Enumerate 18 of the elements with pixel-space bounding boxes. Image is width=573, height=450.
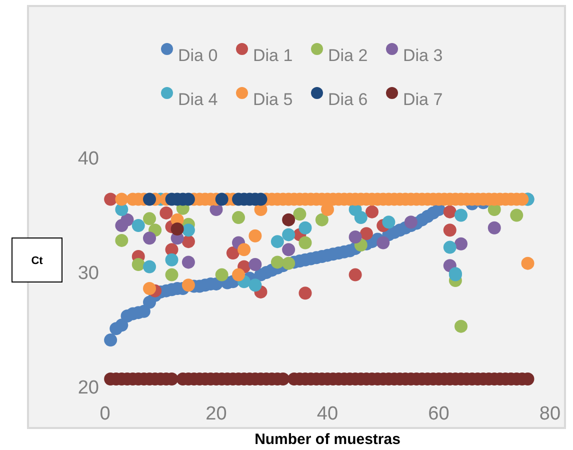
x-tick-label: 60 [428, 404, 450, 425]
y-tick-label: 40 [78, 148, 99, 170]
x-tick-label: 0 [100, 404, 110, 425]
y-tick-label: 30 [78, 263, 99, 284]
x-axis-title: Number of muestras [254, 431, 400, 448]
x-tick-label: 20 [206, 404, 227, 425]
legend-label: Dia 3 [403, 46, 443, 65]
x-tick-label: 40 [316, 404, 338, 425]
legend-label: Dia 4 [178, 90, 218, 109]
legend-label: Dia 1 [253, 46, 293, 65]
legend-label: Dia 5 [253, 90, 293, 109]
legend-label: Dia 2 [328, 46, 368, 65]
x-tick-label: 80 [539, 404, 561, 425]
legend-label: Dia 0 [178, 46, 218, 65]
legend-label: Dia 7 [403, 90, 443, 109]
y-axis-title: Ct [31, 254, 44, 267]
legend-label: Dia 6 [328, 90, 368, 109]
y-tick-label: 20 [78, 378, 99, 399]
